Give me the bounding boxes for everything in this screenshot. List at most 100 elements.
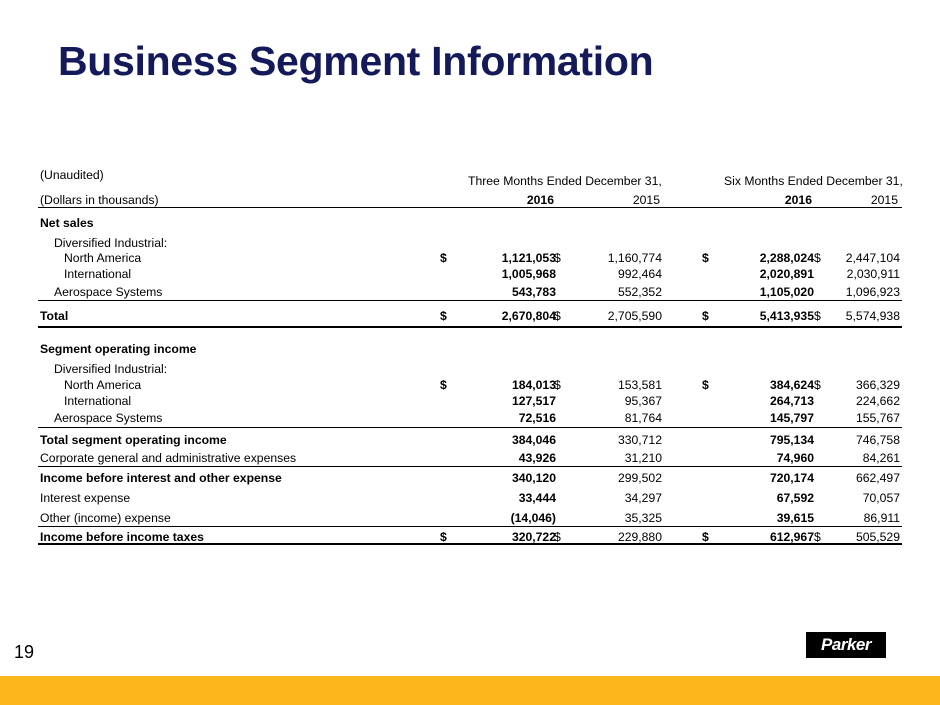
currency-symbol: $ bbox=[814, 530, 821, 544]
currency-symbol: $ bbox=[440, 378, 447, 392]
row-label: Aerospace Systems bbox=[54, 285, 163, 299]
table-rule bbox=[38, 466, 902, 467]
row-value: 2,705,590 bbox=[607, 309, 662, 323]
year-header-3: 2016 bbox=[784, 193, 812, 207]
table-rule bbox=[38, 326, 902, 328]
currency-symbol: $ bbox=[440, 530, 447, 544]
logo-text: Parker bbox=[821, 635, 871, 654]
row-value: 2,288,024 bbox=[759, 251, 814, 265]
table-rule bbox=[38, 526, 902, 527]
row-value: 612,967 bbox=[769, 530, 814, 544]
row-label: Other (income) expense bbox=[40, 511, 171, 525]
row-value: 384,046 bbox=[511, 433, 556, 447]
row-label: Segment operating income bbox=[40, 342, 197, 356]
row-value: 95,367 bbox=[624, 394, 662, 408]
row-value: 340,120 bbox=[511, 471, 556, 485]
row-value: 330,712 bbox=[617, 433, 662, 447]
currency-symbol: $ bbox=[554, 530, 561, 544]
row-value: 35,325 bbox=[624, 511, 662, 525]
parker-logo: Parker bbox=[806, 632, 886, 658]
year-header-1: 2016 bbox=[526, 193, 554, 207]
row-label: Corporate general and administrative exp… bbox=[40, 451, 297, 465]
row-value: 543,783 bbox=[511, 285, 556, 299]
page-number: 19 bbox=[14, 642, 35, 662]
row-label: Total segment operating income bbox=[40, 433, 227, 447]
currency-symbol: $ bbox=[554, 251, 561, 265]
row-value: 795,134 bbox=[769, 433, 814, 447]
currency-symbol: $ bbox=[814, 378, 821, 392]
currency-symbol: $ bbox=[814, 251, 821, 265]
year-header-4: 2015 bbox=[870, 193, 898, 207]
row-value: 5,413,935 bbox=[759, 309, 814, 323]
table-rule bbox=[38, 543, 902, 545]
row-value: 1,121,053 bbox=[501, 251, 556, 265]
row-label: Diversified Industrial: bbox=[54, 236, 168, 250]
row-value: 662,497 bbox=[855, 471, 900, 485]
row-value: 992,464 bbox=[617, 267, 662, 281]
row-value: 2,030,911 bbox=[846, 267, 900, 281]
row-label: North America bbox=[64, 378, 142, 392]
row-value: 384,624 bbox=[769, 378, 814, 392]
year-header-2: 2015 bbox=[632, 193, 660, 207]
row-value: 84,261 bbox=[862, 451, 900, 465]
row-value: 2,447,104 bbox=[845, 251, 900, 265]
currency-symbol: $ bbox=[702, 378, 709, 392]
row-label: Total bbox=[40, 309, 69, 323]
row-label: Income before income taxes bbox=[40, 530, 204, 544]
row-value: 299,502 bbox=[617, 471, 662, 485]
row-value: 264,713 bbox=[769, 394, 814, 408]
row-value: 229,880 bbox=[617, 530, 662, 544]
row-label: Net sales bbox=[40, 216, 94, 230]
row-value: 552,352 bbox=[617, 285, 662, 299]
currency-symbol: $ bbox=[554, 378, 561, 392]
row-label: International bbox=[64, 267, 132, 281]
currency-symbol: $ bbox=[702, 530, 709, 544]
six-months-header: Six Months Ended December 31, bbox=[724, 174, 903, 188]
row-label: Aerospace Systems bbox=[54, 411, 163, 425]
row-value: 320,722 bbox=[511, 530, 556, 544]
row-value: 145,797 bbox=[769, 411, 814, 425]
row-value: 72,516 bbox=[518, 411, 556, 425]
table-rule bbox=[38, 427, 902, 428]
segment-table: (Unaudited) Three Months Ended December … bbox=[38, 0, 903, 705]
row-value: 127,517 bbox=[511, 394, 556, 408]
row-value: 505,529 bbox=[855, 530, 900, 544]
row-value: 1,005,968 bbox=[501, 267, 556, 281]
row-value: 184,013 bbox=[511, 378, 556, 392]
currency-symbol: $ bbox=[702, 309, 709, 323]
row-value: 1,160,774 bbox=[607, 251, 662, 265]
row-value: 86,911 bbox=[863, 511, 900, 525]
row-value: 2,670,804 bbox=[501, 309, 556, 323]
row-value: 39,615 bbox=[776, 511, 814, 525]
row-value: 33,444 bbox=[518, 491, 556, 505]
row-label: International bbox=[64, 394, 132, 408]
row-value: 1,105,020 bbox=[759, 285, 814, 299]
row-value: 31,210 bbox=[624, 451, 662, 465]
row-value: 70,057 bbox=[862, 491, 900, 505]
currency-symbol: $ bbox=[554, 309, 561, 323]
three-months-header: Three Months Ended December 31, bbox=[468, 174, 662, 188]
row-value: 2,020,891 bbox=[759, 267, 814, 281]
row-label: Interest expense bbox=[40, 491, 131, 505]
table-rule bbox=[38, 300, 902, 301]
currency-symbol: $ bbox=[702, 251, 709, 265]
currency-symbol: $ bbox=[814, 309, 821, 323]
row-label: Income before interest and other expense bbox=[40, 471, 282, 485]
row-value: 746,758 bbox=[855, 433, 900, 447]
footer-bar bbox=[0, 676, 940, 705]
row-label: Diversified Industrial: bbox=[54, 362, 168, 376]
row-value: 1,096,923 bbox=[845, 285, 900, 299]
page-title: Business Segment Information bbox=[58, 38, 654, 84]
row-value: 34,297 bbox=[624, 491, 662, 505]
row-value: (14,046) bbox=[510, 511, 556, 525]
row-value: 67,592 bbox=[776, 491, 814, 505]
row-value: 74,960 bbox=[776, 451, 814, 465]
row-value: 155,767 bbox=[855, 411, 900, 425]
row-value: 224,662 bbox=[855, 394, 900, 408]
row-value: 366,329 bbox=[855, 378, 900, 392]
currency-symbol: $ bbox=[440, 309, 447, 323]
row-value: 5,574,938 bbox=[845, 309, 900, 323]
row-value: 153,581 bbox=[617, 378, 662, 392]
header-rule bbox=[38, 207, 902, 208]
dollars-label: (Dollars in thousands) bbox=[40, 193, 159, 207]
